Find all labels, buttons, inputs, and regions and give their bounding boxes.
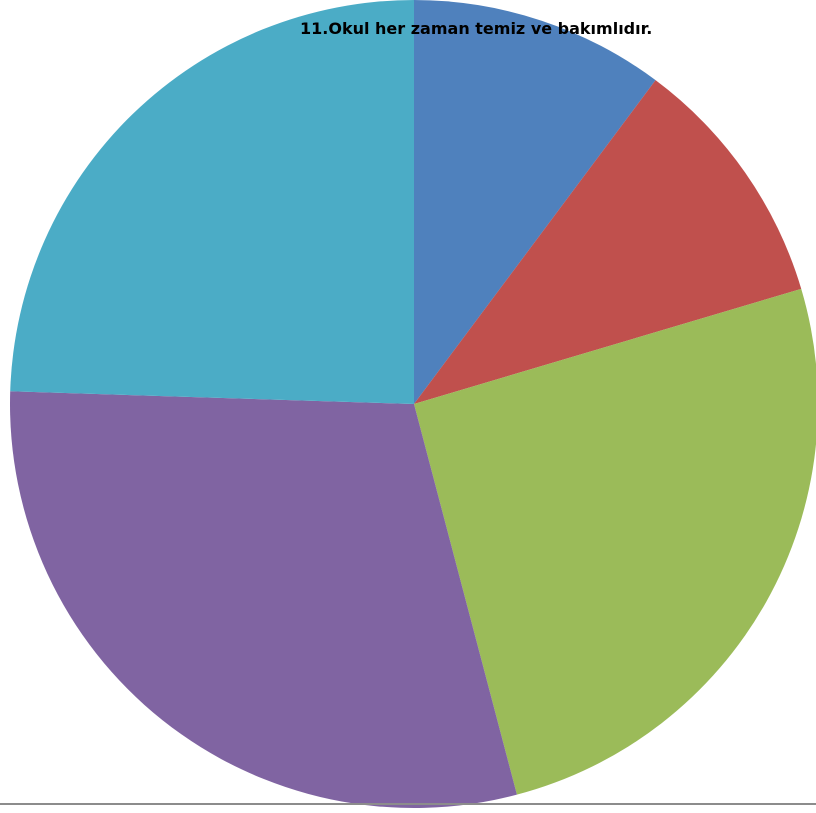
chart-title: 11.Okul her zaman temiz ve bakımlıdır.	[300, 19, 653, 38]
pie-slice-4	[10, 391, 517, 809]
pie-slices	[10, 0, 816, 809]
pie-slice-3	[414, 288, 816, 795]
pie-slice-2	[414, 80, 802, 405]
plot-border-line	[0, 803, 816, 805]
pie-slice-5	[10, 0, 414, 404]
pie-slice-1	[414, 0, 656, 404]
